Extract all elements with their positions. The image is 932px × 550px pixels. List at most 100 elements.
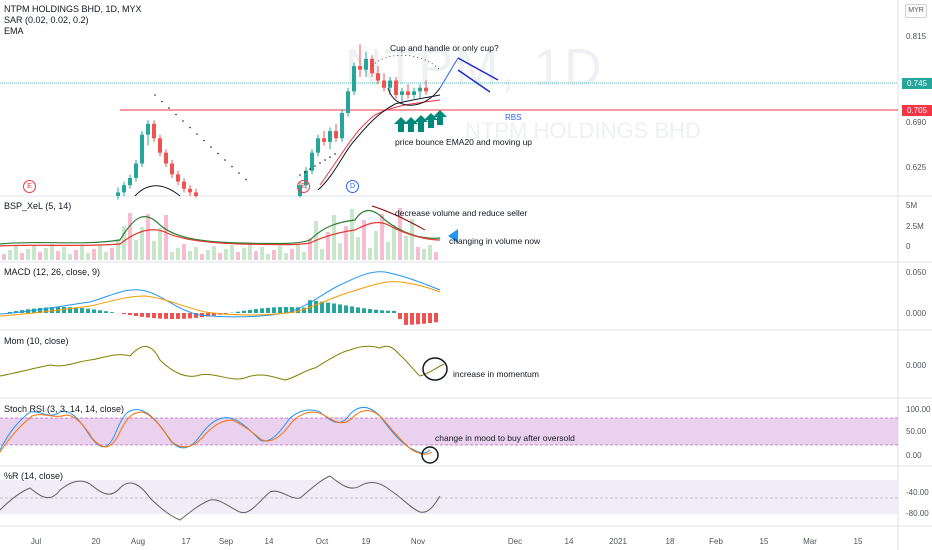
- earnings-event-icon[interactable]: E: [23, 180, 36, 193]
- sar-dot: [319, 162, 321, 164]
- candle-body: [424, 87, 428, 92]
- volume-bar: [248, 244, 252, 260]
- x-tick: Dec: [507, 537, 523, 546]
- volume-bar: [56, 251, 60, 260]
- dividend-event-label: D: [349, 183, 356, 190]
- stoch-pane-title: Stoch RSI (3, 3, 14, 14, close): [4, 404, 125, 414]
- x-tick: 15: [853, 537, 863, 546]
- macd-histogram-bar: [428, 313, 432, 324]
- volume-bar: [254, 251, 258, 260]
- x-tick: 17: [181, 537, 191, 546]
- volume-bar: [356, 237, 360, 260]
- macd-histogram-bar: [356, 307, 360, 313]
- volume-bar: [374, 231, 378, 260]
- bsp-tick-3: 0: [906, 242, 911, 251]
- macd-histogram-bar: [422, 313, 426, 324]
- macd-histogram-bar: [170, 313, 174, 319]
- macd-histogram-bar: [284, 307, 288, 313]
- macd-histogram-bar: [344, 305, 348, 313]
- symbol-title: NTPM HOLDINGS BHD, 1D, MYX: [4, 4, 142, 14]
- earnings-event-icon-2[interactable]: E: [297, 180, 310, 193]
- volume-bar: [26, 249, 30, 260]
- volume-bar: [152, 241, 156, 260]
- macd-pane-title: MACD (12, 26, close, 9): [4, 267, 101, 277]
- macd-histogram-bar: [212, 313, 216, 316]
- volume-bar: [392, 225, 396, 260]
- candle-body: [346, 91, 350, 113]
- candle-body: [316, 138, 320, 153]
- volume-bar: [386, 242, 390, 260]
- macd-histogram-bar: [62, 307, 66, 313]
- candle-body: [400, 91, 404, 95]
- macd-histogram-bar: [278, 307, 282, 313]
- rbs-label: RBS: [505, 113, 522, 122]
- x-tick: 2021: [609, 537, 627, 546]
- stoch-annotation[interactable]: change in mood to buy after oversold: [435, 433, 575, 443]
- sar-dot: [210, 146, 212, 148]
- x-tick: 20: [91, 537, 101, 546]
- candle-body: [370, 58, 374, 74]
- bounce-annotation[interactable]: price bounce EMA20 and moving up: [395, 137, 533, 147]
- macd-histogram-bar: [68, 307, 72, 313]
- macd-histogram-bar: [50, 307, 54, 313]
- macd-histogram-bar: [164, 313, 168, 319]
- volume-annotation[interactable]: decrease volume and reduce seller: [395, 208, 528, 218]
- currency-button[interactable]: MYR: [905, 4, 927, 18]
- ema-early-arc: [134, 185, 181, 197]
- macd-tick-1: 0.050: [906, 268, 927, 277]
- sar-dot: [224, 159, 226, 161]
- volume-bar: [272, 250, 276, 260]
- cup-annotation[interactable]: Cup and handle or only cup?: [390, 43, 499, 53]
- candle-body: [176, 174, 180, 182]
- macd-histogram-bar: [350, 306, 354, 313]
- x-tick: 14: [564, 537, 574, 546]
- candle-body: [164, 152, 168, 164]
- volume-bar: [284, 253, 288, 260]
- candle-body: [334, 131, 338, 139]
- candle-body: [328, 131, 332, 142]
- candle-body: [194, 192, 198, 196]
- macd-histogram: [8, 300, 438, 325]
- volume-bar: [194, 247, 198, 260]
- macd-histogram-bar: [44, 307, 48, 313]
- macd-histogram-bar: [194, 313, 198, 318]
- volume-change-annotation[interactable]: changing in volume now: [449, 236, 541, 246]
- macd-histogram-bar: [104, 311, 108, 313]
- macd-histogram-bar: [410, 313, 414, 325]
- candle-body: [122, 185, 126, 193]
- macd-histogram-bar: [224, 313, 228, 314]
- candle-body: [134, 163, 138, 178]
- sar-dot: [182, 120, 184, 122]
- x-tick: Mar: [803, 537, 817, 546]
- macd-histogram-bar: [254, 309, 258, 313]
- volume-bar: [14, 246, 18, 260]
- ema-red-line: [319, 99, 441, 186]
- volume-bar: [422, 249, 426, 260]
- x-tick: Nov: [410, 537, 426, 546]
- macd-histogram-bar: [368, 309, 372, 313]
- ema20-black-line: [317, 94, 441, 191]
- momentum-annotation[interactable]: increase in momentum: [453, 369, 539, 379]
- sar-dot: [309, 168, 311, 170]
- dividend-event-icon[interactable]: D: [346, 180, 359, 193]
- volume-bar: [44, 248, 48, 260]
- willr-pane-title: %R (14, close): [4, 471, 64, 481]
- candle-body: [170, 163, 174, 175]
- sar-dot: [175, 113, 177, 116]
- watermark-name: NTPM HOLDINGS BHD: [465, 118, 701, 143]
- volume-bar: [242, 248, 246, 260]
- volume-bar: [338, 243, 342, 260]
- candle-body: [140, 134, 144, 164]
- volume-bar: [278, 246, 282, 260]
- sar-dot: [304, 171, 306, 173]
- bounce-arrows: [394, 110, 447, 132]
- candle-body: [358, 66, 362, 70]
- volume-bar: [134, 240, 138, 260]
- stoch-k-line: [0, 407, 431, 454]
- macd-line: [0, 271, 441, 318]
- macd-histogram-bar: [296, 307, 300, 313]
- candle-body: [376, 73, 380, 81]
- volume-bar: [362, 220, 366, 260]
- sar-dot: [299, 174, 301, 176]
